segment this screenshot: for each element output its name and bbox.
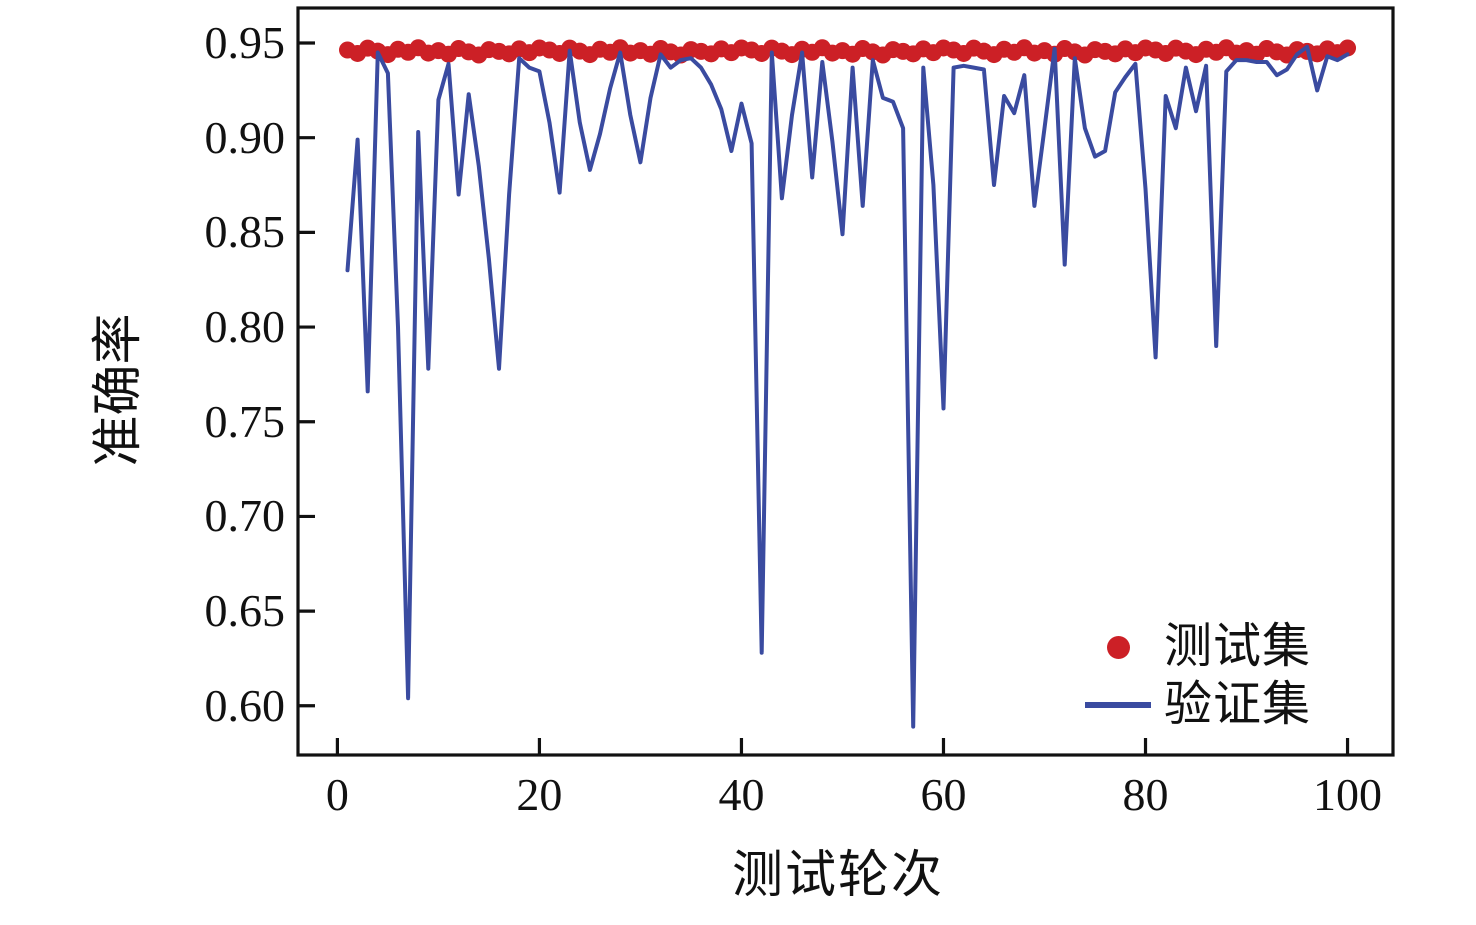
y-tick-label: 0.85 bbox=[204, 206, 286, 258]
x-tick-label: 0 bbox=[325, 769, 349, 820]
y-axis-title: 准确率 bbox=[91, 313, 147, 467]
validation-line-series bbox=[345, 44, 1350, 729]
legend-label-test-set: 测试集 bbox=[1164, 620, 1312, 673]
x-tick-label: 60 bbox=[920, 769, 967, 820]
y-tick-label: 0.90 bbox=[204, 111, 286, 163]
x-axis-title: 测试轮次 bbox=[731, 848, 944, 904]
legend-swatch-area bbox=[1072, 702, 1164, 708]
x-tick-label: 40 bbox=[718, 769, 765, 820]
validation-line-path bbox=[345, 44, 1350, 729]
x-tick-label: 20 bbox=[516, 769, 563, 820]
line-marker-icon bbox=[1085, 702, 1151, 708]
y-tick-label: 0.80 bbox=[204, 301, 286, 353]
test-set-point bbox=[1339, 39, 1357, 57]
legend-label-validation-set: 验证集 bbox=[1164, 678, 1312, 731]
legend: 测试集 验证集 bbox=[1072, 618, 1311, 734]
axis-ticks bbox=[298, 41, 1350, 755]
legend-item-test-set: 测试集 bbox=[1072, 618, 1311, 676]
y-tick-label: 0.65 bbox=[204, 585, 286, 637]
x-tick-label: 80 bbox=[1122, 769, 1169, 820]
legend-swatch-area bbox=[1072, 635, 1164, 659]
y-tick-label: 0.60 bbox=[204, 679, 286, 731]
plot-frame bbox=[296, 6, 1395, 757]
y-tick-label: 0.95 bbox=[204, 17, 286, 69]
scatter-marker-icon bbox=[1106, 635, 1130, 659]
x-tick-label: 100 bbox=[1313, 769, 1383, 820]
y-tick-label: 0.75 bbox=[204, 395, 286, 447]
plot-border bbox=[296, 6, 1395, 757]
test-set-scatter-series bbox=[338, 39, 1357, 64]
y-tick-label: 0.70 bbox=[204, 490, 286, 542]
legend-item-validation-set: 验证集 bbox=[1072, 676, 1311, 734]
